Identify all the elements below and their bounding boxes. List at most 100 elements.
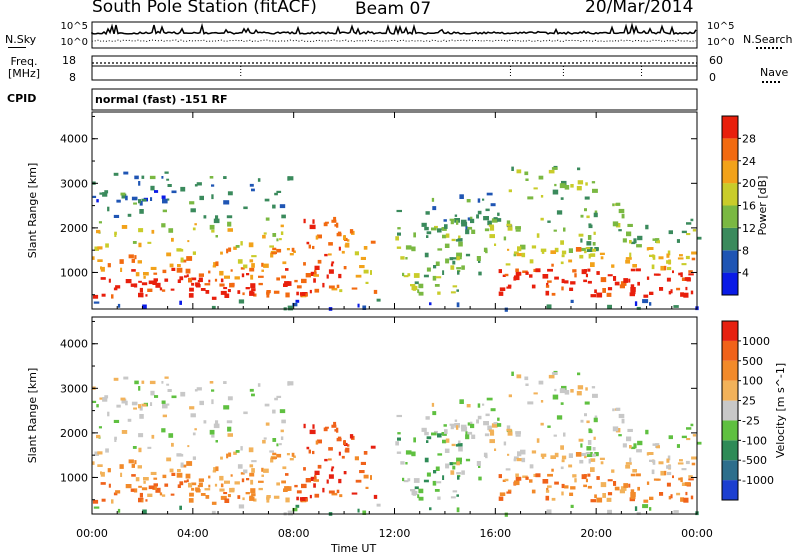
power-cell <box>143 275 146 279</box>
power-cell <box>521 252 526 258</box>
velocity-cell <box>305 478 311 483</box>
power-cell <box>431 227 437 231</box>
velocity-cell <box>237 464 243 469</box>
power-cell <box>507 248 510 251</box>
power-cell <box>668 290 672 295</box>
velocity-cell <box>294 484 298 488</box>
power-cell <box>272 204 276 209</box>
velocity-cell <box>189 492 194 497</box>
power-cell <box>691 251 697 255</box>
power-cell <box>215 261 219 267</box>
velocity-cell <box>587 485 592 489</box>
power-cell <box>587 235 592 240</box>
power-cell <box>134 175 139 180</box>
velocity-cell <box>312 450 315 455</box>
power-cell <box>120 267 123 272</box>
velocity-cell <box>588 458 591 464</box>
power-cell <box>649 291 654 295</box>
power-cell <box>686 222 692 225</box>
power-cell <box>503 236 507 241</box>
cpid-value: normal (fast) -151 RF <box>95 93 228 106</box>
velocity-cell <box>483 452 488 457</box>
velocity-cell <box>191 487 195 491</box>
velocity-cell <box>696 441 702 445</box>
velocity-cell <box>488 429 494 432</box>
power-cell <box>568 259 573 263</box>
velocity-cell <box>357 508 360 513</box>
power-cell <box>333 216 337 222</box>
velocity-cell <box>449 423 455 426</box>
velocity-cell <box>127 418 132 422</box>
velocity-cell <box>166 403 170 406</box>
velocity-cell <box>111 499 114 504</box>
power-cell <box>434 284 440 287</box>
velocity-cell <box>508 394 512 398</box>
power-cell <box>426 267 431 272</box>
power-cell <box>548 169 555 174</box>
velocity-cell <box>432 480 437 486</box>
velocity-cell <box>527 401 534 405</box>
power-cell <box>458 235 461 239</box>
power-cell <box>176 267 183 273</box>
power-cell <box>487 220 492 226</box>
power-cell <box>685 255 690 260</box>
velocity-cell <box>198 478 204 482</box>
power-cell <box>633 238 637 244</box>
power-cell <box>688 273 694 276</box>
velocity-cell <box>324 458 328 462</box>
velocity-cell <box>365 486 369 489</box>
power-cell <box>666 253 670 258</box>
power-cell <box>131 269 136 272</box>
velocity-cell <box>660 470 666 476</box>
power-cell <box>154 190 159 193</box>
velocity-cell <box>458 446 463 452</box>
power-cell <box>185 268 191 274</box>
velocity-cell <box>287 381 290 386</box>
velocity-cell <box>228 452 232 457</box>
velocity-cell <box>323 427 328 432</box>
velocity-cell <box>636 449 642 453</box>
power-cell <box>139 201 143 206</box>
power-cell <box>668 230 673 235</box>
velocity-cell <box>293 455 296 458</box>
power-cell <box>314 270 317 275</box>
velocity-cell <box>570 504 574 508</box>
power-cell <box>135 272 140 277</box>
velocity-cell <box>270 457 274 463</box>
velocity-cell <box>282 466 287 470</box>
power-cell <box>456 220 459 225</box>
velocity-cell <box>637 486 640 491</box>
velocity-cell <box>556 415 563 420</box>
power-cell <box>670 289 673 294</box>
velocity-cell <box>113 377 119 381</box>
power-cell <box>590 253 596 257</box>
power-cell <box>209 224 215 230</box>
velocity-colorbar-swatch <box>722 340 738 361</box>
velocity-cell <box>303 467 306 471</box>
power-cell <box>656 273 661 276</box>
power-cell <box>284 281 290 286</box>
velocity-cell <box>226 420 233 424</box>
power-cell <box>240 267 245 270</box>
power-cell <box>627 223 633 227</box>
velocity-cell <box>554 388 557 392</box>
power-cell <box>159 287 163 291</box>
power-cell <box>586 247 593 252</box>
velocity-cell <box>685 491 688 496</box>
velocity-cell <box>531 489 536 494</box>
velocity-cell <box>101 498 106 502</box>
velocity-cell <box>586 452 593 457</box>
velocity-cell <box>452 462 459 465</box>
power-cell <box>683 292 689 298</box>
power-cell <box>104 190 109 194</box>
velocity-cell <box>612 426 619 432</box>
power-cell <box>184 275 188 278</box>
velocity-cell <box>336 489 340 494</box>
power-cell <box>635 268 641 272</box>
velocity-cell <box>308 449 311 454</box>
power-cell <box>228 247 232 252</box>
power-cell <box>592 188 598 193</box>
velocity-cell <box>450 496 456 499</box>
power-cell <box>114 233 117 237</box>
velocity-cell <box>213 423 220 429</box>
